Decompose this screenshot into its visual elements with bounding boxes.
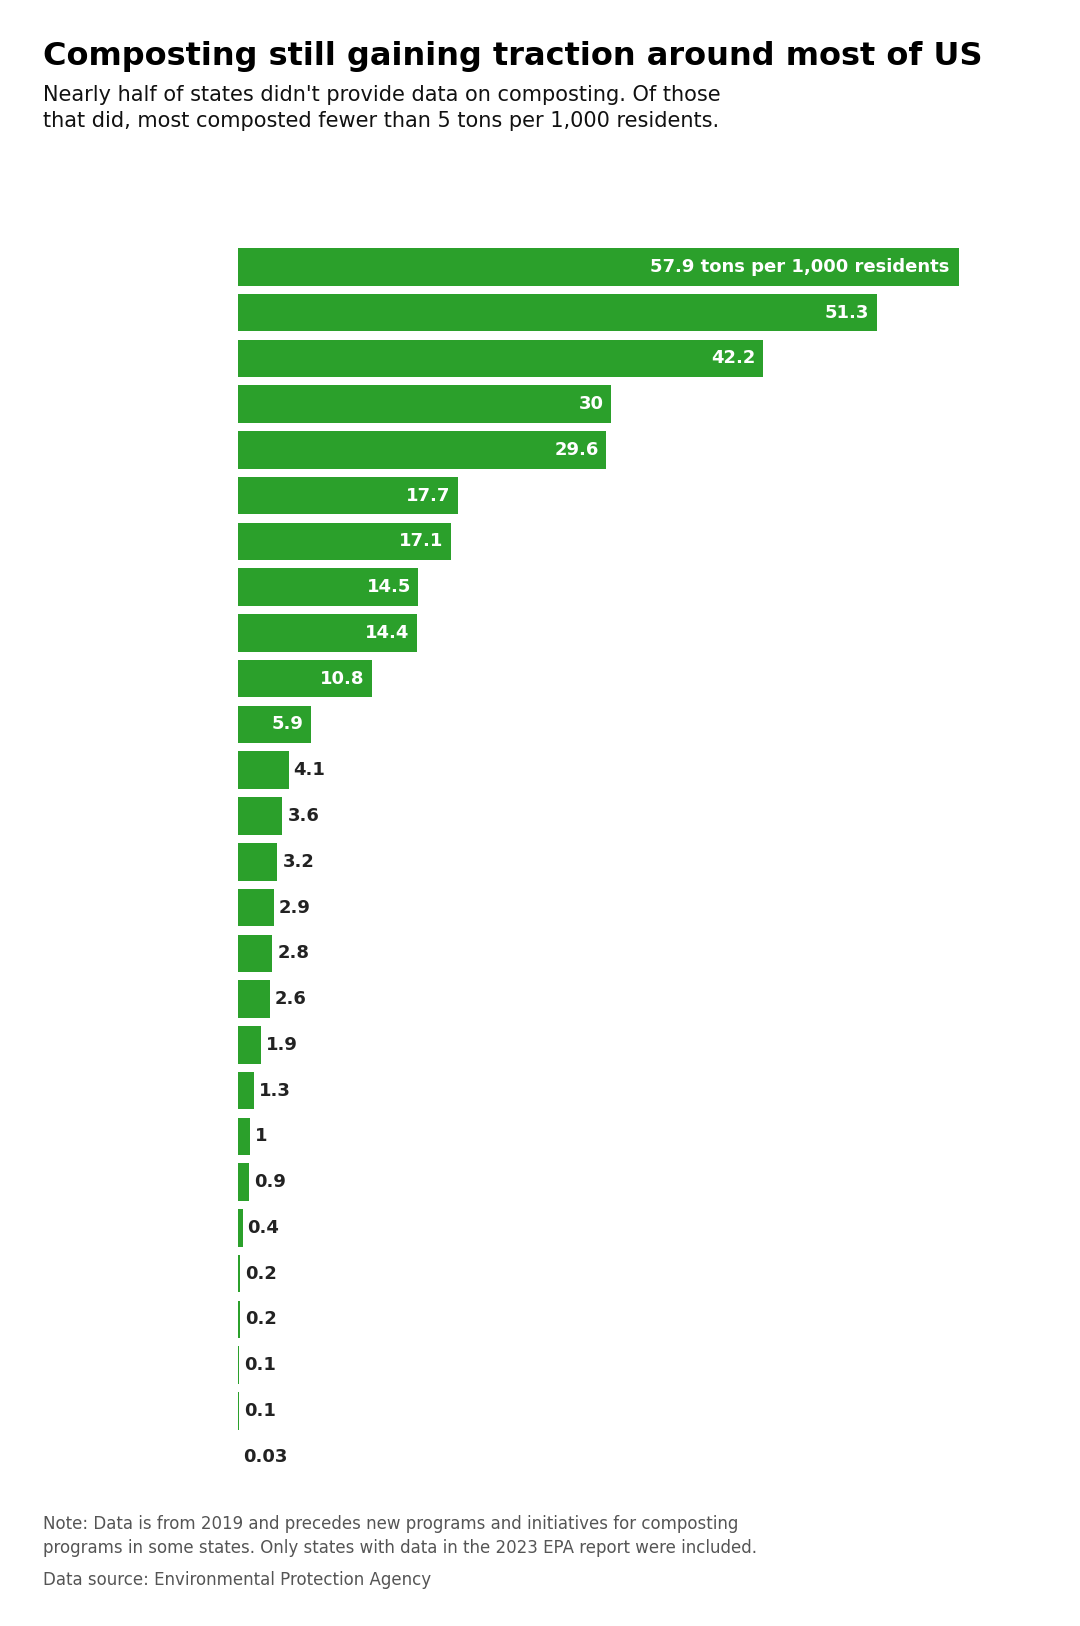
Text: 1.3: 1.3 [259, 1081, 291, 1099]
Bar [238, 431, 607, 468]
Text: 0.1: 0.1 [244, 1402, 275, 1419]
Bar [238, 1210, 243, 1247]
Text: 2.6: 2.6 [275, 990, 307, 1008]
Text: 0.1: 0.1 [244, 1356, 275, 1374]
Text: 2.8: 2.8 [278, 945, 310, 963]
Text: Note: Data is from 2019 and precedes new programs and initiatives for composting: Note: Data is from 2019 and precedes new… [43, 1515, 757, 1558]
Text: Composting still gaining traction around most of US: Composting still gaining traction around… [43, 41, 983, 72]
Bar [238, 842, 278, 881]
Text: 0.03: 0.03 [243, 1447, 287, 1465]
Bar [238, 1163, 248, 1202]
Text: 17.7: 17.7 [406, 486, 450, 504]
Text: 3.2: 3.2 [283, 852, 314, 872]
Text: Nearly half of states didn't provide data on composting. Of those
that did, most: Nearly half of states didn't provide dat… [43, 85, 720, 132]
Text: 3.6: 3.6 [287, 806, 320, 824]
Bar [238, 980, 270, 1018]
Bar [238, 1117, 251, 1154]
Text: 42.2: 42.2 [712, 350, 756, 367]
Bar [238, 797, 283, 834]
Bar [238, 935, 272, 972]
Text: 14.4: 14.4 [365, 624, 409, 642]
Bar [238, 1346, 239, 1384]
Text: 5.9: 5.9 [272, 715, 303, 733]
Text: 51.3: 51.3 [825, 304, 869, 322]
Bar [238, 294, 877, 332]
Text: 2.9: 2.9 [279, 899, 311, 917]
Bar [238, 615, 417, 652]
Text: 29.6: 29.6 [555, 441, 599, 459]
Bar [238, 889, 273, 927]
Bar [238, 569, 418, 606]
Text: 1: 1 [255, 1127, 268, 1145]
Bar [238, 706, 311, 743]
Bar [238, 1072, 254, 1109]
Text: 10.8: 10.8 [320, 670, 365, 688]
Text: 30: 30 [579, 395, 604, 413]
Bar [238, 1026, 261, 1063]
Bar [238, 249, 959, 286]
Text: 0.4: 0.4 [247, 1220, 280, 1237]
Text: 0.9: 0.9 [254, 1174, 286, 1192]
Text: 14.5: 14.5 [366, 579, 410, 597]
Text: Data source: Environmental Protection Agency: Data source: Environmental Protection Ag… [43, 1571, 431, 1589]
Bar [238, 1301, 240, 1338]
Text: 17.1: 17.1 [399, 532, 443, 550]
Text: 0.2: 0.2 [245, 1311, 276, 1328]
Text: 0.2: 0.2 [245, 1265, 276, 1283]
Bar [238, 340, 764, 377]
Bar [238, 476, 458, 514]
Bar [238, 660, 373, 698]
Text: 57.9 tons per 1,000 residents: 57.9 tons per 1,000 residents [650, 259, 949, 276]
Bar [238, 1392, 239, 1429]
Bar [238, 1255, 240, 1293]
Bar [238, 385, 611, 423]
Bar [238, 751, 288, 789]
Text: 4.1: 4.1 [294, 761, 325, 779]
Text: 1.9: 1.9 [267, 1036, 298, 1054]
Bar [238, 522, 450, 561]
